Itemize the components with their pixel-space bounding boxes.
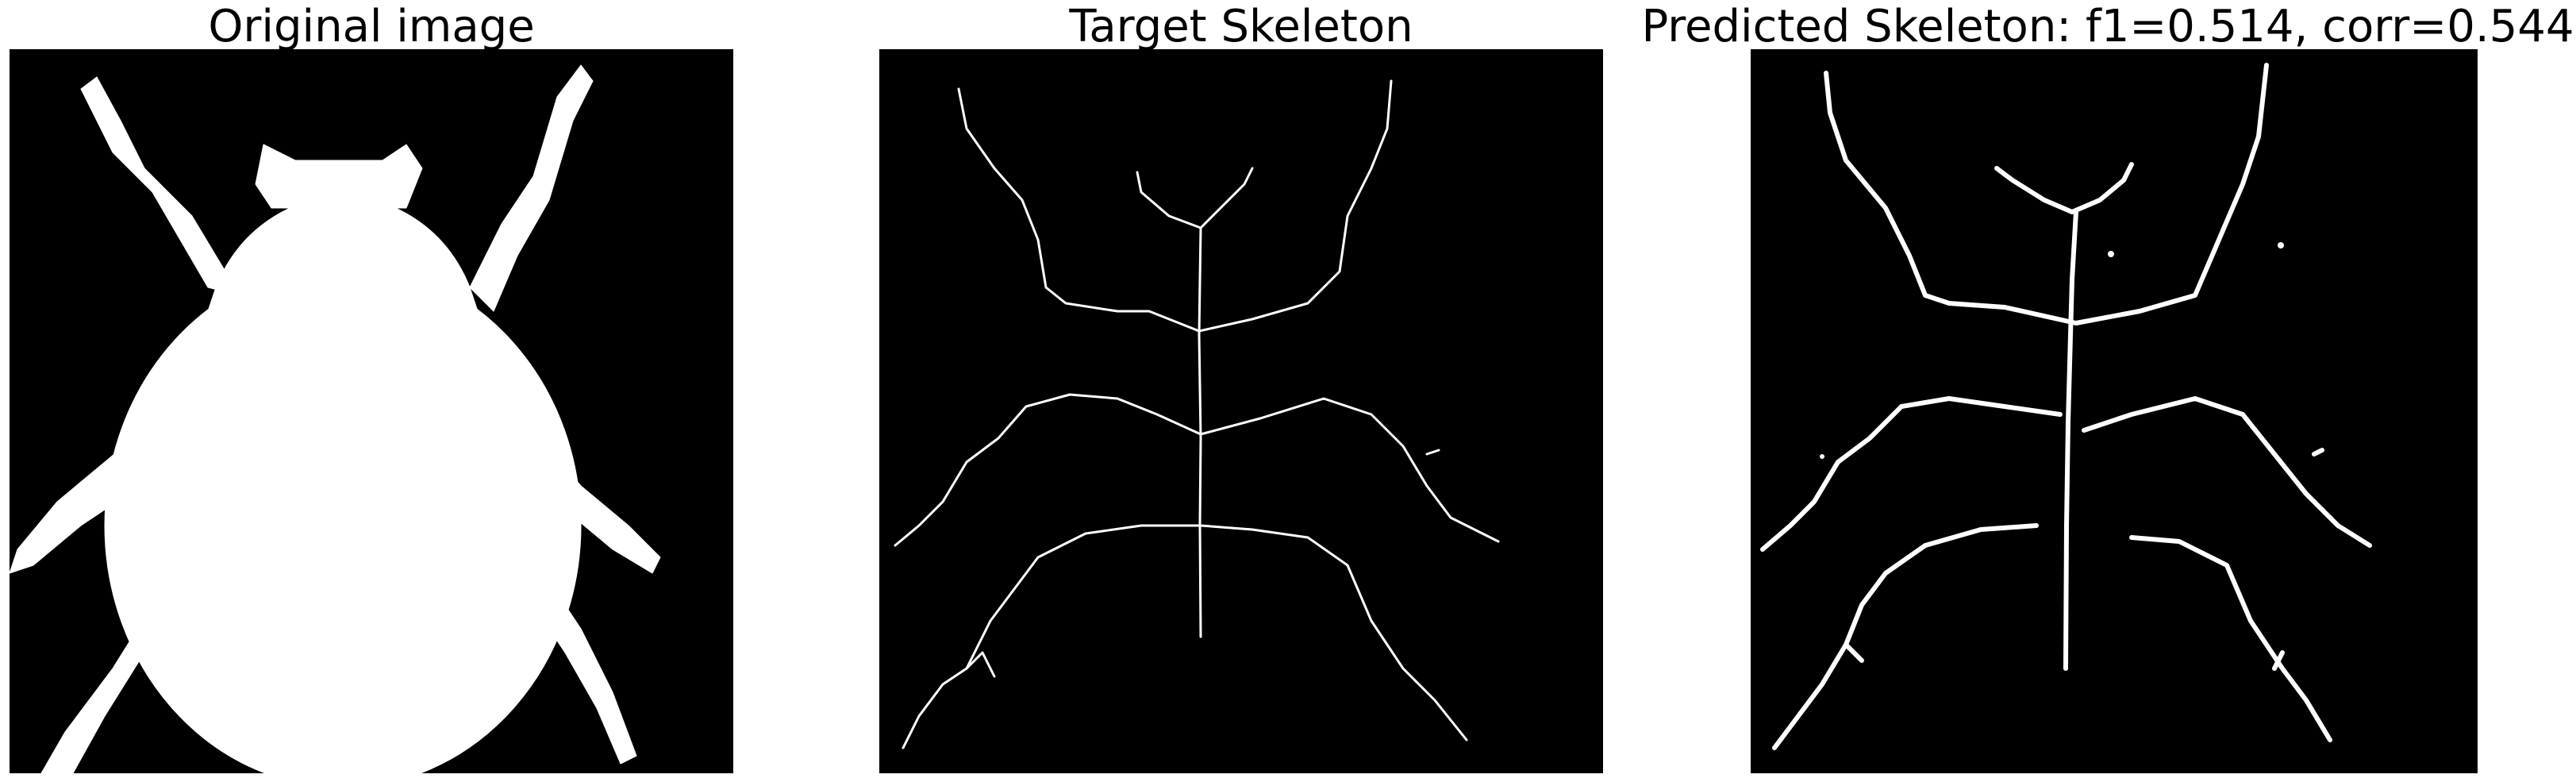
target-skeleton-image xyxy=(879,49,1603,773)
panel-title-original: Original image xyxy=(208,1,535,52)
panel-title-predicted: Predicted Skeleton: f1=0.514, corr=0.544 xyxy=(1641,1,2574,52)
beetle-silhouette xyxy=(10,49,733,773)
panel-title-target: Target Skeleton xyxy=(1069,1,1413,52)
target-skeleton xyxy=(879,49,1603,773)
original-image xyxy=(10,49,733,773)
predicted-skeleton xyxy=(1751,49,2478,773)
predicted-skeleton-image xyxy=(1751,49,2478,773)
